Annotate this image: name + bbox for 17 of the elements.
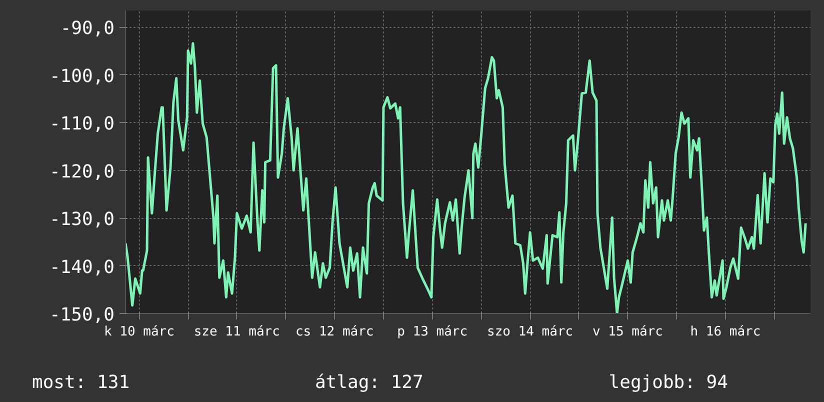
x-tick-label: h 16 márc [690, 324, 761, 340]
y-tick-label: -100,0 [49, 66, 115, 87]
y-tick-label: -140,0 [49, 256, 115, 278]
x-tick-label: p 13 márc [397, 324, 468, 340]
annotation: legjobb: 94 [608, 372, 728, 395]
y-tick-label: -120,0 [49, 161, 115, 182]
y-tick-label: -150,0 [49, 304, 115, 326]
y-tick-label: -110,0 [49, 114, 115, 135]
x-tick-label: cs 12 márc [295, 324, 374, 340]
annotation: átlag: 127 [314, 372, 424, 395]
x-tick-label: v 15 márc [592, 324, 663, 340]
annotation: most: 131 [32, 372, 130, 395]
y-tick-label: -90,0 [60, 18, 115, 40]
x-tick-label: szo 14 márc [487, 324, 574, 340]
x-tick-label: k 10 márc [104, 324, 174, 340]
y-tick-label: -130,0 [49, 209, 115, 230]
x-tick-label: sze 11 márc [194, 324, 280, 340]
